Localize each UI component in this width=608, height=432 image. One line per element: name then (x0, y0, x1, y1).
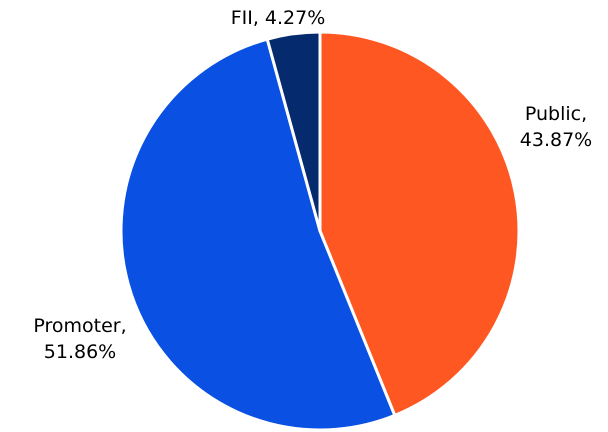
data-label: Public, 43.87% (519, 103, 593, 151)
data-label: Promoter, 51.86% (33, 315, 127, 363)
data-label: FII, 4.27% (230, 7, 326, 29)
pie-slice (265, 30, 322, 233)
pie-slice (119, 37, 397, 432)
pie-slice (318, 30, 521, 417)
